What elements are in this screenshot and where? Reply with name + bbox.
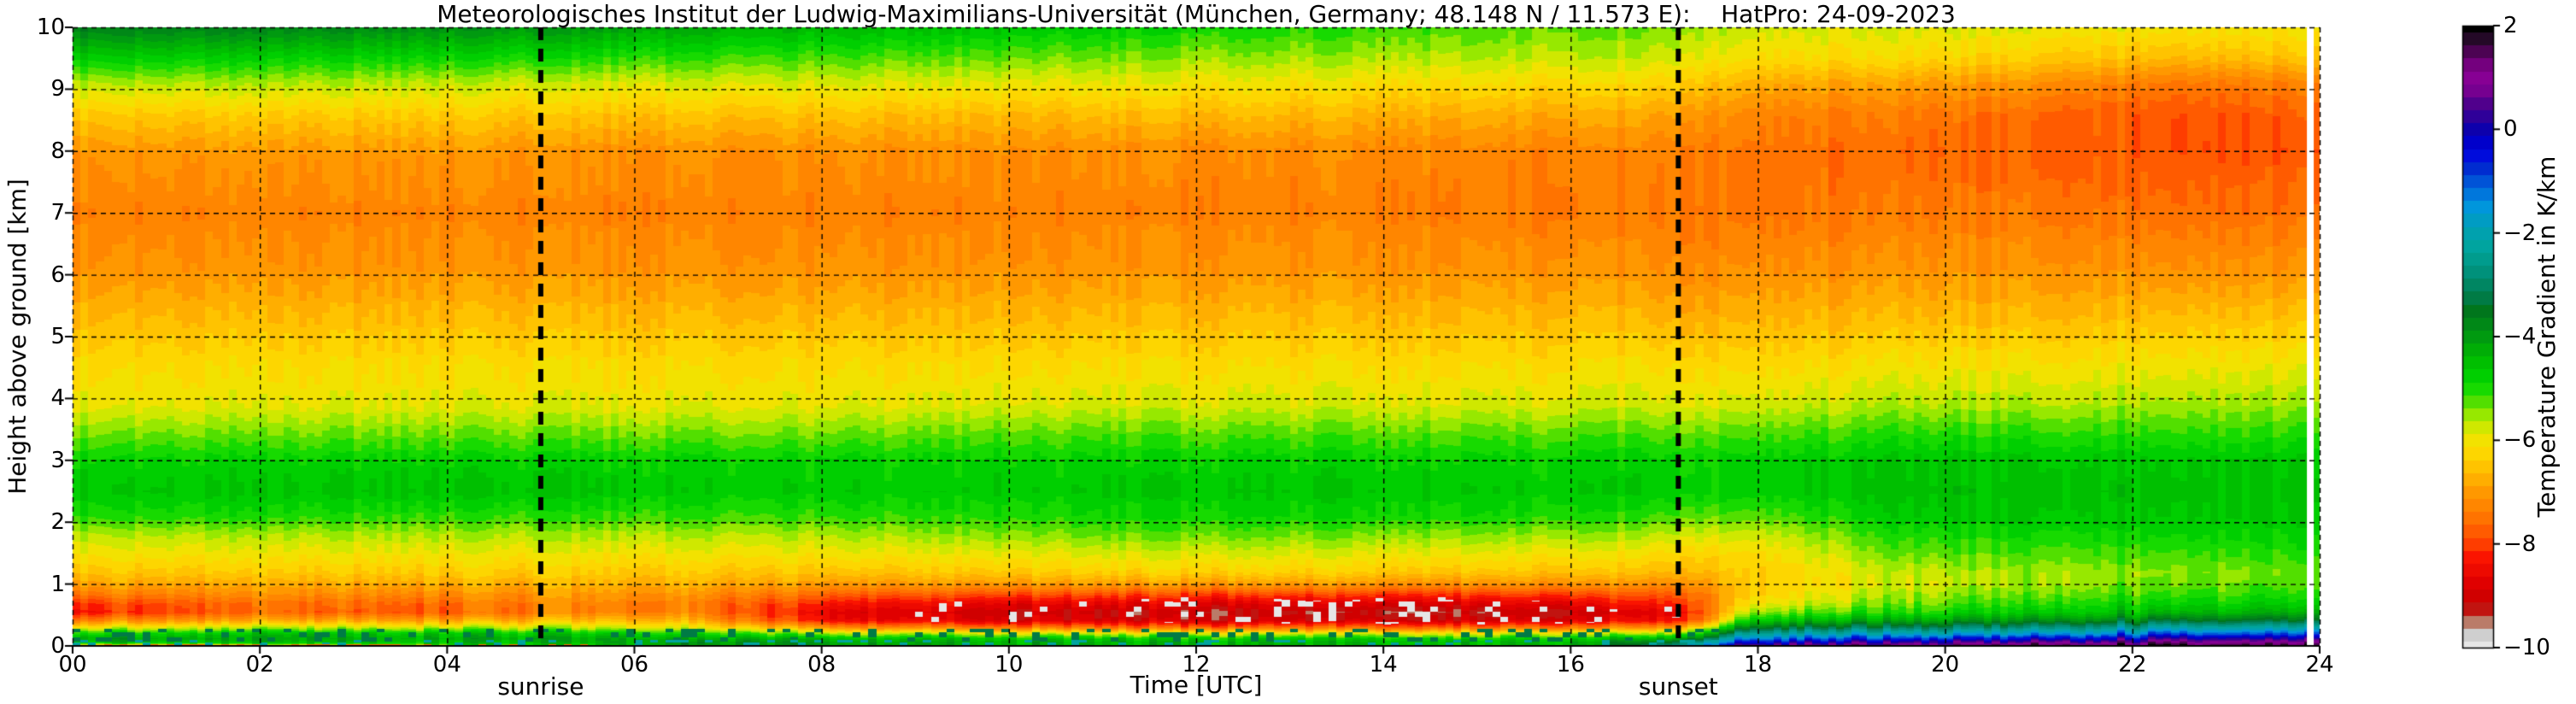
- y-tick-label-3: 3: [50, 447, 65, 473]
- x-tick-label-20: 20: [1931, 652, 1960, 678]
- y-tick-label-2: 2: [50, 509, 65, 536]
- y-tick-label-9: 9: [50, 76, 65, 103]
- x-axis-label: Time [UTC]: [1130, 671, 1263, 699]
- x-tick-label-02: 02: [245, 652, 274, 678]
- x-tick-label-08: 08: [807, 652, 836, 678]
- x-tick-label-06: 06: [619, 652, 649, 678]
- y-tick-label-6: 6: [50, 261, 65, 288]
- y-tick-label-5: 5: [50, 324, 65, 349]
- colorbar-label: Temperature Gradient in K/km: [2532, 155, 2561, 518]
- x-tick-label-14: 14: [1369, 652, 1398, 678]
- x-tick-label-18: 18: [1743, 652, 1773, 678]
- y-tick-label-1: 1: [50, 571, 65, 597]
- y-tick-label-10: 10: [36, 15, 65, 40]
- y-tick-label-8: 8: [50, 138, 65, 164]
- x-tick-label-24: 24: [2305, 652, 2334, 678]
- colorbar-tick-label--4: −4: [2503, 324, 2537, 349]
- x-tick-label-12: 12: [1182, 652, 1211, 678]
- colorbar-tick-label--10: −10: [2503, 635, 2550, 660]
- sunrise-annotation: sunrise: [497, 672, 584, 701]
- colorbar-tick-label-2: 2: [2503, 13, 2518, 38]
- y-tick-label-0: 0: [50, 633, 65, 659]
- colorbar-tick-label--8: −8: [2503, 531, 2537, 557]
- x-tick-label-16: 16: [1556, 652, 1585, 678]
- y-tick-label-7: 7: [50, 200, 65, 226]
- colorbar-tick-label-0: 0: [2503, 116, 2518, 143]
- x-tick-label-10: 10: [995, 652, 1024, 678]
- colorbar-tick-label--2: −2: [2503, 220, 2537, 246]
- chart-title: Meteorologisches Institut der Ludwig-Max…: [437, 0, 1956, 28]
- x-tick-label-22: 22: [2118, 652, 2147, 678]
- y-tick-label-4: 4: [50, 385, 65, 412]
- colorbar-tick-label--6: −6: [2503, 427, 2537, 454]
- x-tick-label-04: 04: [432, 652, 461, 678]
- sunset-annotation: sunset: [1638, 672, 1718, 701]
- x-tick-label-00: 00: [58, 652, 87, 678]
